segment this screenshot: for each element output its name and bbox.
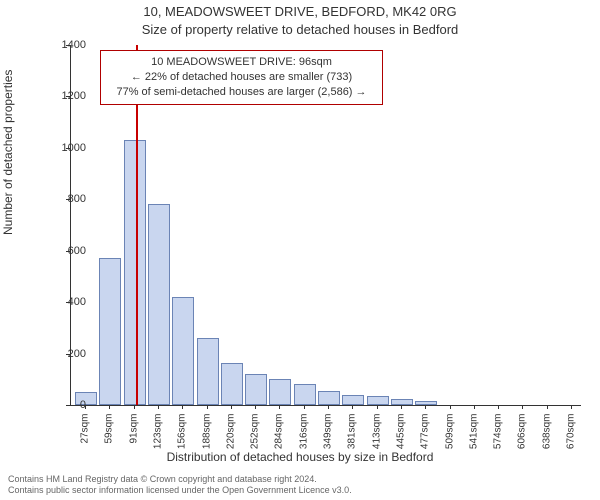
y-tick-label: 0 xyxy=(36,399,86,411)
x-tick-mark xyxy=(425,405,426,409)
x-tick-label: 445sqm xyxy=(395,414,406,454)
footer-line-2: Contains public sector information licen… xyxy=(8,485,352,496)
y-tick-mark xyxy=(66,251,70,252)
y-tick-label: 400 xyxy=(36,296,86,308)
x-tick-mark xyxy=(158,405,159,409)
y-tick-mark xyxy=(66,354,70,355)
x-tick-mark xyxy=(401,405,402,409)
histogram-bar xyxy=(342,395,364,405)
x-tick-label: 574sqm xyxy=(493,414,504,454)
y-tick-label: 600 xyxy=(36,245,86,257)
histogram-bar xyxy=(124,140,146,405)
x-tick-label: 670sqm xyxy=(566,414,577,454)
x-tick-mark xyxy=(304,405,305,409)
x-tick-mark xyxy=(328,405,329,409)
histogram-bar xyxy=(294,384,316,405)
x-tick-mark xyxy=(255,405,256,409)
x-tick-mark xyxy=(134,405,135,409)
histogram-bar xyxy=(245,374,267,405)
x-tick-mark xyxy=(377,405,378,409)
x-tick-label: 156sqm xyxy=(177,414,188,454)
histogram-bar xyxy=(221,363,243,405)
footer: Contains HM Land Registry data © Crown c… xyxy=(8,474,352,496)
histogram-bar xyxy=(172,297,194,405)
histogram-bar xyxy=(391,399,413,405)
x-tick-label: 316sqm xyxy=(298,414,309,454)
x-tick-mark xyxy=(207,405,208,409)
y-tick-mark xyxy=(66,405,70,406)
x-tick-label: 413sqm xyxy=(371,414,382,454)
y-tick-label: 1000 xyxy=(36,142,86,154)
y-tick-label: 800 xyxy=(36,193,86,205)
histogram-bar xyxy=(269,379,291,405)
x-tick-label: 284sqm xyxy=(274,414,285,454)
info-line-2: ← 22% of detached houses are smaller (73… xyxy=(109,70,374,85)
x-tick-mark xyxy=(231,405,232,409)
histogram-bar xyxy=(367,396,389,405)
y-tick-label: 1400 xyxy=(36,39,86,51)
x-tick-mark xyxy=(498,405,499,409)
x-tick-mark xyxy=(522,405,523,409)
x-tick-label: 606sqm xyxy=(517,414,528,454)
histogram-bar xyxy=(318,391,340,405)
x-tick-label: 477sqm xyxy=(420,414,431,454)
y-tick-label: 200 xyxy=(36,348,86,360)
x-tick-mark xyxy=(85,405,86,409)
info-line-3: 77% of semi-detached houses are larger (… xyxy=(109,85,374,100)
histogram-bar xyxy=(415,401,437,405)
x-tick-mark xyxy=(279,405,280,409)
histogram-bar xyxy=(99,258,121,405)
histogram-bar xyxy=(148,204,170,405)
x-tick-label: 188sqm xyxy=(201,414,212,454)
x-tick-label: 252sqm xyxy=(250,414,261,454)
x-tick-mark xyxy=(547,405,548,409)
x-tick-mark xyxy=(474,405,475,409)
y-tick-mark xyxy=(66,45,70,46)
y-tick-mark xyxy=(66,199,70,200)
x-tick-mark xyxy=(109,405,110,409)
y-tick-label: 1200 xyxy=(36,90,86,102)
x-tick-label: 59sqm xyxy=(104,414,115,454)
y-tick-mark xyxy=(66,96,70,97)
x-tick-mark xyxy=(352,405,353,409)
x-tick-label: 541sqm xyxy=(468,414,479,454)
info-line-1: 10 MEADOWSWEET DRIVE: 96sqm xyxy=(109,55,374,70)
footer-line-1: Contains HM Land Registry data © Crown c… xyxy=(8,474,352,485)
info-box: 10 MEADOWSWEET DRIVE: 96sqm ← 22% of det… xyxy=(100,50,383,105)
title-subtitle: Size of property relative to detached ho… xyxy=(0,22,600,37)
x-tick-label: 91sqm xyxy=(128,414,139,454)
x-tick-label: 220sqm xyxy=(225,414,236,454)
x-tick-mark xyxy=(450,405,451,409)
x-tick-mark xyxy=(182,405,183,409)
y-tick-mark xyxy=(66,302,70,303)
histogram-bar xyxy=(197,338,219,405)
x-tick-label: 123sqm xyxy=(152,414,163,454)
y-tick-mark xyxy=(66,148,70,149)
x-tick-label: 27sqm xyxy=(80,414,91,454)
x-tick-mark xyxy=(571,405,572,409)
x-tick-label: 509sqm xyxy=(444,414,455,454)
y-axis-label: Number of detached properties xyxy=(1,70,15,235)
x-tick-label: 349sqm xyxy=(323,414,334,454)
chart-container: 10, MEADOWSWEET DRIVE, BEDFORD, MK42 0RG… xyxy=(0,0,600,500)
x-tick-label: 638sqm xyxy=(541,414,552,454)
title-address: 10, MEADOWSWEET DRIVE, BEDFORD, MK42 0RG xyxy=(0,4,600,19)
x-tick-label: 381sqm xyxy=(347,414,358,454)
